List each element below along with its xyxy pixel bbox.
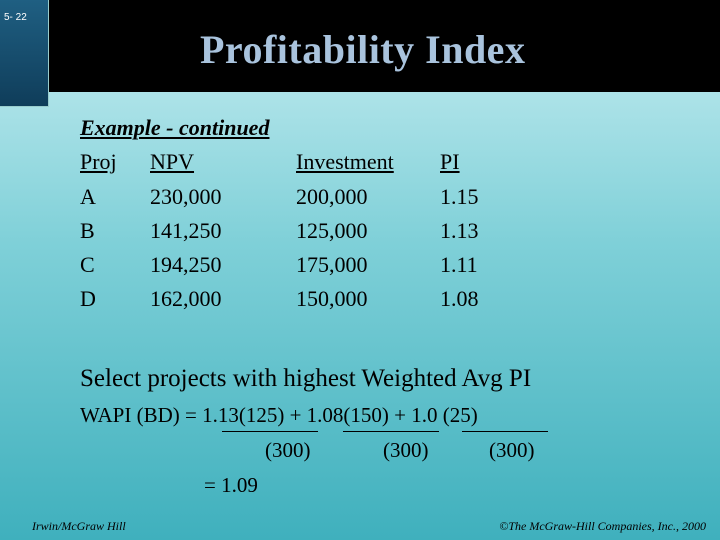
- table-cell: A: [80, 184, 96, 209]
- table-cell: 1.13: [440, 218, 479, 243]
- table-cell: 1.15: [440, 184, 479, 209]
- denominator: (300): [489, 438, 535, 462]
- footer-copyright: ©The McGraw-Hill Companies, Inc., 2000: [499, 519, 706, 533]
- table-cell: 175,000: [296, 252, 368, 277]
- table-cell: D: [80, 286, 96, 311]
- fraction-bar: [343, 431, 439, 432]
- table-cell: 1.11: [440, 252, 478, 277]
- header-proj: Proj: [80, 149, 117, 174]
- table-cell: 1.08: [440, 286, 479, 311]
- table-cell: 141,250: [150, 218, 222, 243]
- instruction-text: Select projects with highest Weighted Av…: [80, 365, 532, 392]
- title-bar: [0, 0, 720, 92]
- footer-publisher: Irwin/McGraw Hill: [32, 519, 126, 533]
- table-cell: 162,000: [150, 286, 222, 311]
- denominator: (300): [383, 438, 429, 462]
- denominator: (300): [265, 438, 311, 462]
- table-cell: 150,000: [296, 286, 368, 311]
- header-npv: NPV: [150, 149, 195, 174]
- slide-title: Profitability Index: [200, 27, 526, 72]
- table-cell: 200,000: [296, 184, 368, 209]
- table-cell: 230,000: [150, 184, 222, 209]
- formula-line: WAPI (BD) = 1.13(125) + 1.08(150) + 1.0 …: [80, 403, 478, 427]
- table-cell: B: [80, 218, 95, 243]
- table-cell: C: [80, 252, 95, 277]
- header-pi: PI: [440, 149, 460, 174]
- fraction-bar: [462, 431, 548, 432]
- slide-number: 5- 22: [4, 12, 27, 23]
- table-cell: 194,250: [150, 252, 222, 277]
- formula-result: = 1.09: [204, 473, 258, 497]
- fraction-bar: [222, 431, 318, 432]
- header-investment: Investment: [296, 149, 394, 174]
- slide-number-box: 5- 22: [0, 0, 49, 107]
- subheading: Example - continued: [80, 115, 270, 140]
- table-cell: 125,000: [296, 218, 368, 243]
